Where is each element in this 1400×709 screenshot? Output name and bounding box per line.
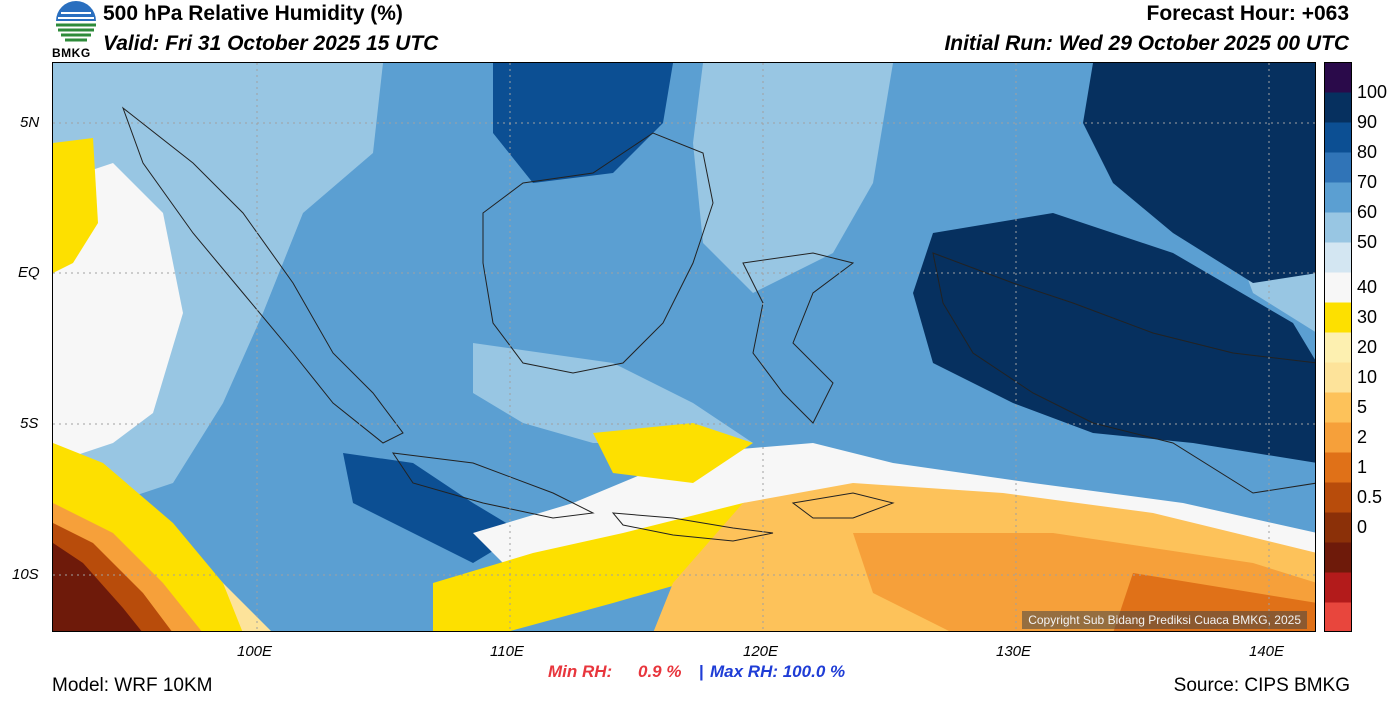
colorbar-label: 50 <box>1357 232 1378 252</box>
lat-tick-label: 10S <box>12 566 39 583</box>
lat-tick-label: EQ <box>18 264 40 281</box>
colorbar-swatch <box>1324 542 1352 573</box>
lon-tick-label: 140E <box>1249 643 1285 660</box>
min-rh-value: 0.9 % <box>638 662 682 681</box>
graticule <box>53 63 1315 631</box>
papua-coast <box>932 252 1315 494</box>
colorbar-swatch <box>1324 572 1352 603</box>
colorbar-swatch <box>1324 92 1352 123</box>
colorbar-label: 0.5 <box>1357 487 1383 507</box>
borneo-coast <box>482 132 714 374</box>
colorbar-label: 30 <box>1357 307 1378 327</box>
colorbar-swatch <box>1324 62 1352 93</box>
colorbar-label: 0 <box>1357 517 1368 537</box>
colorbar-swatch <box>1324 272 1352 303</box>
bmkg-logo: BMKG <box>52 1 100 61</box>
lon-tick-label: 130E <box>996 643 1032 660</box>
lon-tick-label: 110E <box>490 643 524 660</box>
field-band-90 <box>913 213 1315 463</box>
colorbar-swatch <box>1324 212 1352 243</box>
java-coast <box>391 452 595 519</box>
colorbar-label: 70 <box>1357 172 1378 192</box>
colorbar-swatch <box>1324 512 1352 543</box>
humidity-field <box>53 63 1315 631</box>
colorbar-swatch <box>1324 362 1352 393</box>
field-band-40 <box>593 423 753 483</box>
colorbar-swatch <box>1324 242 1352 273</box>
field-band-0-5 <box>53 543 142 631</box>
field-band-70 <box>693 63 893 293</box>
forecast-hour: Forecast Hour: +063 <box>1146 2 1350 25</box>
model-info: Model: WRF 10KM <box>52 675 213 696</box>
lon-tick-label: 120E <box>743 643 779 660</box>
colorbar-swatch <box>1324 182 1352 213</box>
copyright-notice: Copyright Sub Bidang Prediksi Cuaca BMKG… <box>1022 611 1307 629</box>
coastlines <box>121 106 1315 542</box>
colorbar-label: 90 <box>1357 112 1378 132</box>
max-rh: Max RH: 100.0 % <box>710 662 846 681</box>
colorbar-label: 5 <box>1357 397 1368 417</box>
colorbar-swatch <box>1324 302 1352 333</box>
field-band-70 <box>473 343 753 443</box>
colorbar-swatch <box>1324 332 1352 363</box>
logo-text: BMKG <box>52 46 91 60</box>
colorbar-label: 40 <box>1357 277 1378 297</box>
colorbar-swatch <box>1324 602 1352 633</box>
colorbar-label: 60 <box>1357 202 1378 222</box>
colorbar-swatch <box>1324 392 1352 423</box>
colorbar-label: 20 <box>1357 337 1378 357</box>
sumatra-coast <box>121 106 404 444</box>
colorbar-frame <box>1324 62 1352 632</box>
field-band-40 <box>53 138 98 273</box>
colorbar-label: 100 <box>1357 82 1388 102</box>
humidity-map[interactable]: Copyright Sub Bidang Prediksi Cuaca BMKG… <box>52 62 1316 632</box>
colorbar-label: 2 <box>1357 427 1368 447</box>
field-band-90 <box>1083 63 1315 283</box>
lon-tick-label: 100E <box>237 643 273 660</box>
lat-tick-label: 5S <box>20 415 39 432</box>
map-title: 500 hPa Relative Humidity (%) <box>103 2 403 25</box>
initial-run: Initial Run: Wed 29 October 2025 00 UTC <box>944 32 1349 55</box>
colorbar-swatch <box>1324 452 1352 483</box>
colorbar-swatch <box>1324 152 1352 183</box>
nusa-tenggara-coast <box>611 512 774 542</box>
source-info: Source: CIPS BMKG <box>1173 675 1350 696</box>
colorbar-swatch <box>1324 482 1352 513</box>
bmkg-logo-emblem <box>56 1 96 42</box>
colorbar-swatch <box>1324 422 1352 453</box>
sulawesi-coast <box>742 252 855 424</box>
colorbar-label: 1 <box>1357 457 1368 477</box>
colorbar-swatch <box>1324 122 1352 153</box>
colorbar-label: 10 <box>1357 367 1378 387</box>
valid-time: Valid: Fri 31 October 2025 15 UTC <box>103 32 439 55</box>
colorbar-label: 80 <box>1357 142 1378 162</box>
colorbar <box>1324 62 1352 633</box>
colorbar-swatches <box>1324 62 1352 633</box>
stat-separator: | <box>699 662 704 681</box>
lat-tick-label: 5N <box>20 114 40 131</box>
timor-coast <box>791 492 895 519</box>
min-rh-label: Min RH: <box>548 662 613 681</box>
